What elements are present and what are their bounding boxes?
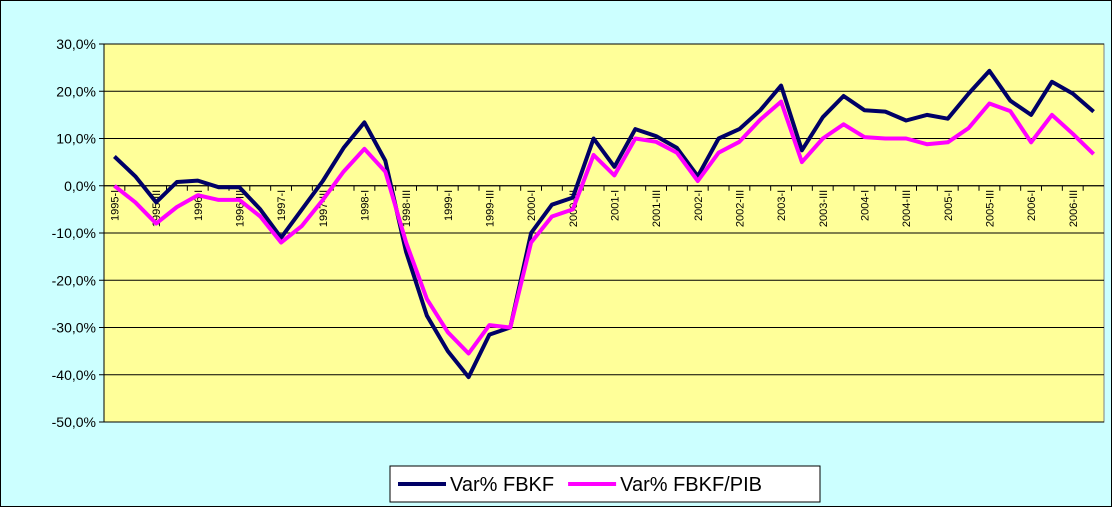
x-tick-label: 2003-I	[776, 190, 788, 221]
legend-label: Var% FBKF/PIB	[620, 474, 762, 496]
series-line	[113, 99, 1095, 356]
x-tick-label: 1997-I	[276, 190, 288, 221]
x-tick-label: 2004-I	[859, 190, 871, 221]
y-tick-label: -30,0%	[52, 320, 96, 336]
y-tick-label: -40,0%	[52, 367, 96, 383]
legend-label: Var% FBKF	[450, 474, 554, 496]
series-line	[113, 68, 1095, 380]
x-tick-label: 2006-III	[1068, 190, 1080, 227]
x-tick-label: 1998-III	[401, 190, 413, 227]
x-tick-label: 2003-III	[818, 190, 830, 227]
x-tick-label: 2002-I	[693, 190, 705, 221]
x-tick-label: 1999-I	[443, 190, 455, 221]
y-tick-label: -50,0%	[52, 414, 96, 430]
x-tick-label: 1998-I	[359, 190, 371, 221]
y-tick-label: 0,0%	[64, 178, 96, 194]
y-tick-label: 30,0%	[56, 36, 96, 52]
x-tick-label: 2005-III	[984, 190, 996, 227]
x-tick-label: 2002-III	[734, 190, 746, 227]
x-tick-label: 1999-III	[484, 190, 496, 227]
x-tick-label: 1997-III	[318, 190, 330, 227]
y-tick-label: -10,0%	[52, 225, 96, 241]
x-tick-label: 1995-I	[109, 190, 121, 221]
x-tick-label: 2004-III	[901, 190, 913, 227]
x-tick-label: 2001-I	[609, 190, 621, 221]
x-tick-label: 2001-III	[651, 190, 663, 227]
x-tick-label: 2005-I	[943, 190, 955, 221]
x-tick-label: 2006-I	[1026, 190, 1038, 221]
y-tick-label: 10,0%	[56, 131, 96, 147]
y-tick-label: -20,0%	[52, 272, 96, 288]
y-tick-label: 20,0%	[56, 83, 96, 99]
x-tick-label: 2000-I	[526, 190, 538, 221]
